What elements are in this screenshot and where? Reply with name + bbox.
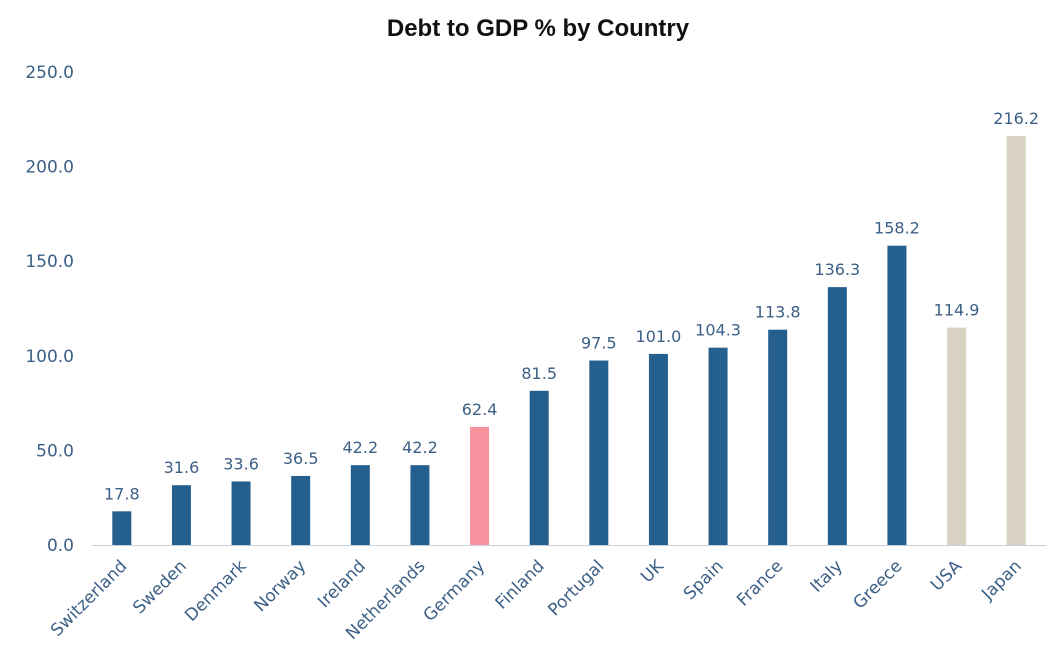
x-tick-label: Greece <box>850 556 907 613</box>
x-tick-label: Sweden <box>129 556 191 618</box>
x-tick-label: UK <box>637 556 668 587</box>
bar-finland <box>529 390 549 545</box>
bar-denmark <box>231 481 251 545</box>
bar-portugal <box>589 360 609 545</box>
y-tick-label: 250.0 <box>25 63 74 83</box>
x-tick-label: Italy <box>807 556 847 596</box>
bar-germany <box>470 426 490 545</box>
x-tick-label: Germany <box>420 556 489 625</box>
data-label: 158.2 <box>874 219 920 238</box>
data-label: 104.3 <box>695 321 741 340</box>
bar-norway <box>291 475 311 545</box>
data-label: 81.5 <box>521 364 557 383</box>
data-label: 42.2 <box>402 438 438 457</box>
x-tick-label: France <box>733 556 787 610</box>
x-tick-label: USA <box>927 556 966 595</box>
y-tick-label: 200.0 <box>25 158 74 178</box>
data-label: 136.3 <box>814 260 860 279</box>
x-tick-label: Ireland <box>314 556 370 612</box>
x-tick-label: Finland <box>492 556 549 613</box>
y-axis: 0.0 50.0 100.0 150.0 200.0 250.0 <box>25 63 74 556</box>
x-tick-label: Norway <box>250 556 310 616</box>
data-label: 17.8 <box>104 484 140 503</box>
bar-switzerland <box>112 511 132 545</box>
data-label: 33.6 <box>223 454 259 473</box>
data-label: 62.4 <box>462 400 498 419</box>
x-tick-label: Denmark <box>181 556 251 626</box>
data-label: 101.0 <box>636 327 682 346</box>
y-tick-label: 100.0 <box>25 347 74 367</box>
chart-title: Debt to GDP % by Country <box>387 15 690 42</box>
bar-uk <box>648 353 668 545</box>
data-label: 97.5 <box>581 334 617 353</box>
x-tick-label: Japan <box>977 556 1025 604</box>
data-label: 216.2 <box>993 109 1039 128</box>
y-tick-label: 50.0 <box>36 441 74 461</box>
bar-france <box>768 329 788 545</box>
data-label: 113.8 <box>755 303 801 322</box>
data-label: 42.2 <box>343 438 379 457</box>
data-label: 31.6 <box>164 458 200 477</box>
data-labels: 17.8 31.6 33.6 36.5 42.2 42.2 62.4 81.5 97.5 101.… <box>104 109 1039 503</box>
data-label: 36.5 <box>283 449 319 468</box>
y-tick-label: 0.0 <box>47 536 74 556</box>
bar-sweden <box>171 485 191 545</box>
bar-usa <box>947 327 967 545</box>
bar-greece <box>887 245 907 545</box>
x-tick-label: Portugal <box>544 556 608 620</box>
bar-ireland <box>350 465 370 545</box>
data-label: 114.9 <box>934 301 980 320</box>
x-tick-label: Switzerland <box>47 556 131 640</box>
bars <box>112 135 1026 546</box>
bar-japan <box>1006 135 1026 546</box>
y-tick-label: 150.0 <box>25 252 74 272</box>
bar-netherlands <box>410 465 430 545</box>
bar-spain <box>708 347 728 545</box>
bar-italy <box>827 287 847 545</box>
x-tick-label: Spain <box>680 556 728 604</box>
